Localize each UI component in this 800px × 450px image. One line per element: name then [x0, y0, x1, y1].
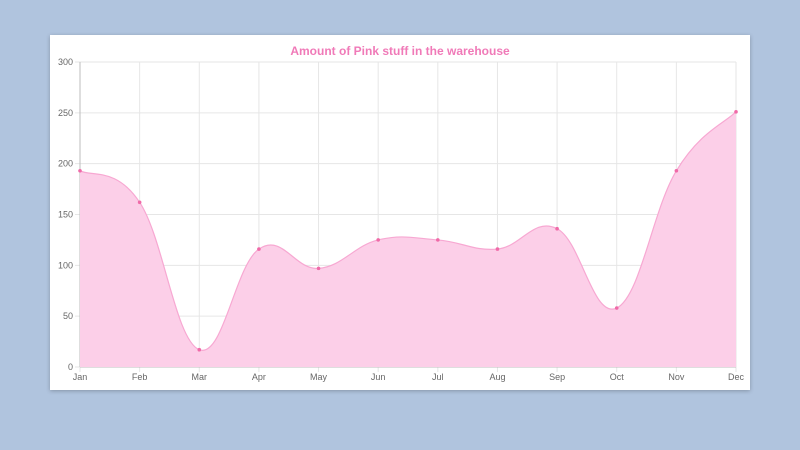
data-point	[495, 247, 500, 251]
y-tick-label: 0	[68, 362, 73, 372]
data-point	[614, 306, 619, 310]
x-tick-label: Dec	[728, 372, 745, 382]
data-point	[436, 238, 440, 242]
x-tick-label: Sep	[549, 372, 565, 382]
y-tick-label: 100	[58, 260, 73, 270]
data-point	[257, 247, 261, 251]
x-tick-label: Nov	[668, 372, 685, 382]
data-point	[674, 168, 679, 173]
x-tick-label: Aug	[489, 372, 505, 382]
data-point	[376, 238, 380, 242]
data-point	[555, 226, 559, 231]
x-tick-label: Jan	[73, 372, 88, 382]
data-point	[197, 347, 202, 352]
series-line	[79, 111, 737, 351]
data-point	[78, 168, 82, 173]
x-tick-label: May	[310, 372, 328, 382]
x-tick-label: Feb	[132, 372, 148, 382]
area-chart: 0 50 100 150 200 250 300 Jan Feb Mar Apr May Jun Jul A…	[58, 57, 745, 382]
data-point	[734, 110, 738, 114]
y-tick-label: 300	[58, 57, 73, 67]
data-point	[137, 200, 142, 205]
x-tick-label: Mar	[192, 372, 208, 382]
x-tick-label: Jun	[371, 372, 386, 382]
y-tick-label: 50	[63, 311, 73, 321]
y-tick-label: 250	[58, 108, 73, 118]
x-tick-label: Apr	[252, 372, 266, 382]
x-tick-label: Jul	[432, 372, 444, 382]
x-tick-label: Oct	[610, 372, 625, 382]
y-tick-label: 150	[58, 210, 73, 220]
series-area	[80, 111, 736, 367]
y-tick-label: 200	[58, 159, 73, 169]
data-point	[316, 266, 321, 271]
chart-title: Amount of Pink stuff in the warehouse	[290, 44, 510, 58]
chart-card: Amount of Pink stuff in the warehouse 0 5…	[50, 35, 750, 390]
